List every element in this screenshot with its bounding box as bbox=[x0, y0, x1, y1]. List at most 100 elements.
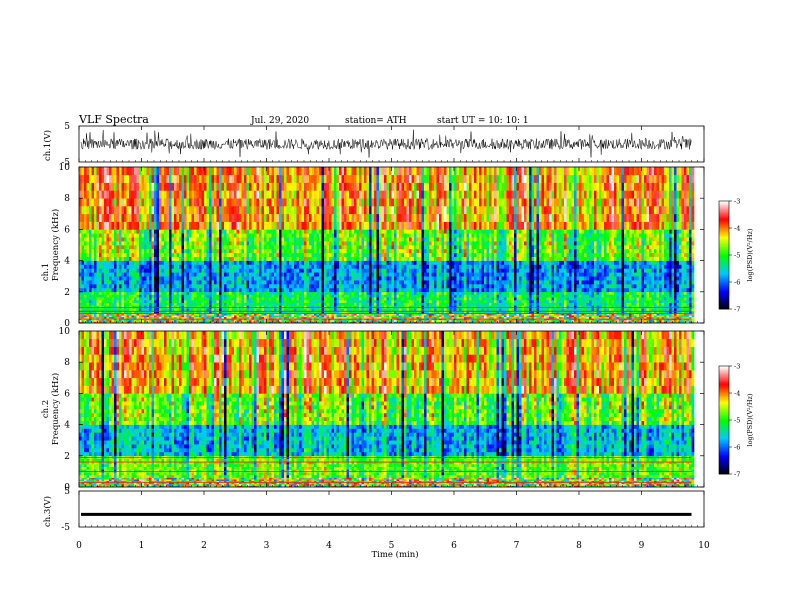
spectrogram-cell bbox=[204, 297, 207, 301]
spectrogram-cell bbox=[196, 308, 200, 312]
spectrogram-cell bbox=[109, 302, 112, 306]
spectrogram-cell bbox=[314, 248, 317, 254]
spectrogram-cell bbox=[406, 305, 410, 309]
spectrogram-cell bbox=[344, 221, 347, 230]
spectrogram-cell bbox=[361, 248, 365, 254]
spectrogram-cell bbox=[116, 297, 120, 301]
spectrogram-cell bbox=[304, 280, 307, 285]
spectrogram-cell bbox=[306, 321, 310, 324]
spectrogram-cell bbox=[211, 291, 215, 295]
spectrogram-cell bbox=[361, 315, 365, 318]
spectrogram-cell bbox=[119, 229, 122, 234]
spectrogram-cell bbox=[161, 256, 165, 261]
spectrogram-cell bbox=[149, 264, 152, 269]
spectrogram-cell bbox=[146, 252, 150, 257]
spectrogram-cell bbox=[399, 287, 402, 293]
spectrogram-cell bbox=[149, 316, 152, 319]
spectrogram-cell bbox=[301, 276, 305, 281]
spectrogram-cell bbox=[336, 221, 340, 230]
spectrogram-cell bbox=[311, 284, 315, 289]
spectrogram-cell bbox=[114, 284, 117, 289]
spectrogram-cell bbox=[124, 233, 127, 238]
spectrogram-cell bbox=[289, 287, 292, 293]
spectrogram-cell bbox=[274, 305, 277, 309]
spectrogram-cell bbox=[224, 256, 227, 261]
spectrogram-cell bbox=[86, 291, 90, 295]
spectrogram-cell bbox=[81, 229, 85, 234]
spectrogram-cell bbox=[284, 313, 287, 316]
spectrogram-cell bbox=[396, 268, 400, 273]
spectrogram-cell bbox=[189, 294, 192, 298]
spectrogram-cell bbox=[346, 294, 350, 298]
spectrogram-cell bbox=[139, 206, 142, 215]
spectrogram-cell bbox=[389, 305, 392, 309]
spectrogram-cell bbox=[151, 291, 155, 295]
spectrogram-cell bbox=[271, 280, 275, 285]
spectrogram-cell bbox=[391, 316, 395, 319]
spectrogram-cell bbox=[286, 308, 290, 312]
spectrogram-cell bbox=[269, 233, 272, 238]
spectrogram-cell bbox=[276, 276, 280, 281]
spectrogram-cell bbox=[266, 287, 270, 293]
spectrogram-cell bbox=[306, 310, 310, 314]
spectrogram-cell bbox=[339, 302, 342, 306]
spectrogram-cell bbox=[324, 302, 327, 306]
spectrogram-cell bbox=[344, 300, 347, 303]
spectrogram-cell bbox=[179, 182, 182, 191]
spectrogram-cell bbox=[134, 221, 137, 230]
spectrogram-cell bbox=[264, 287, 267, 293]
spectrogram-cell bbox=[254, 302, 257, 306]
spectrogram-cell bbox=[236, 229, 240, 234]
spectrogram-cell bbox=[306, 245, 310, 250]
spectrogram-cell bbox=[214, 213, 217, 222]
spectrogram-cell bbox=[126, 174, 130, 183]
spectrogram-cell bbox=[381, 248, 385, 254]
spectrogram-cell bbox=[286, 268, 290, 273]
spectrogram-cell bbox=[326, 182, 330, 191]
spectrogram-cell bbox=[271, 308, 275, 312]
spectrogram-cell bbox=[136, 287, 140, 293]
spectrogram-cell bbox=[204, 280, 207, 285]
spectrogram-cell bbox=[359, 256, 362, 261]
spectrogram-cell bbox=[326, 167, 330, 176]
spectrogram-cell bbox=[234, 297, 237, 301]
spectrogram-cell bbox=[194, 310, 197, 314]
spectrogram-cell bbox=[359, 190, 362, 199]
spectrogram-cell bbox=[194, 237, 197, 242]
spectrogram-cell bbox=[214, 284, 217, 289]
spectrogram-cell bbox=[126, 276, 130, 281]
spectrogram-cell bbox=[299, 272, 302, 277]
spectrogram-cell bbox=[276, 237, 280, 242]
spectrogram-cell bbox=[251, 308, 255, 312]
spectrogram-cell bbox=[126, 237, 130, 242]
spectrogram-cell bbox=[339, 319, 342, 322]
spectrogram-cell bbox=[371, 237, 375, 242]
spectrogram-cell bbox=[254, 280, 257, 285]
spectrogram-cell bbox=[326, 233, 330, 238]
spectrogram-cell bbox=[209, 213, 212, 222]
spectrogram-cell bbox=[131, 297, 135, 301]
spectrogram-cell bbox=[241, 182, 245, 191]
spectrogram-cell bbox=[91, 167, 95, 176]
spectrogram-cell bbox=[184, 233, 187, 238]
spectrogram-cell bbox=[299, 313, 302, 316]
spectrogram-cell bbox=[159, 233, 162, 238]
spectrogram-cell bbox=[244, 190, 247, 199]
spectrogram-cell bbox=[211, 316, 215, 319]
spectrogram-cell bbox=[334, 272, 337, 277]
spectrogram-cell bbox=[161, 315, 165, 318]
spectrogram-cell bbox=[351, 229, 355, 234]
spectrogram-cell bbox=[366, 272, 370, 277]
spectrogram-cell bbox=[196, 233, 200, 238]
spectrogram-cell bbox=[219, 305, 222, 309]
spectrogram-cell bbox=[306, 291, 310, 295]
spectrogram-cell bbox=[101, 233, 105, 238]
spectrogram-cell bbox=[106, 302, 110, 306]
spectrogram-cell bbox=[109, 241, 112, 246]
spectrogram-cell bbox=[111, 174, 115, 183]
spectrogram-cell bbox=[191, 315, 195, 318]
spectrogram-cell bbox=[124, 221, 127, 230]
spectrogram-cell bbox=[311, 248, 315, 254]
spectrogram-cell bbox=[146, 294, 150, 298]
spectrogram-cell bbox=[119, 233, 122, 238]
